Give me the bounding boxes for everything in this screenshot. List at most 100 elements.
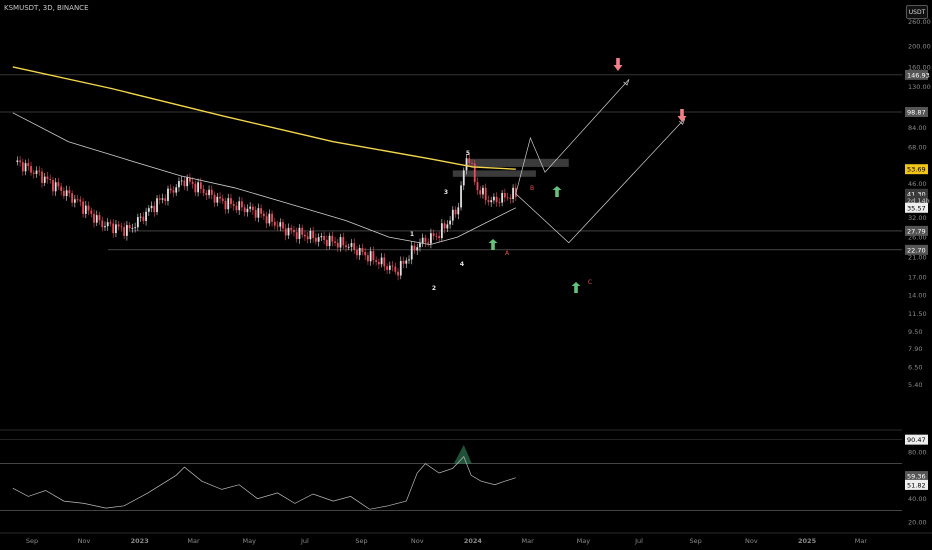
candle-body <box>79 199 82 202</box>
candle-body <box>46 176 49 179</box>
candle-body <box>128 225 131 229</box>
price-tick-label: 6.50 <box>908 364 922 372</box>
candle-body <box>287 227 290 236</box>
candle-body <box>317 237 320 242</box>
candle-body <box>388 265 391 270</box>
candle-body <box>345 245 347 248</box>
candle-body <box>476 182 479 191</box>
price-badge <box>905 164 928 175</box>
candle-body <box>186 177 189 187</box>
candle-body <box>153 205 156 213</box>
oscillator-tick-label: 20.00 <box>908 519 927 527</box>
up-arrow-icon-head <box>571 282 581 286</box>
candle-body <box>101 220 104 228</box>
candle-body <box>336 242 339 248</box>
candle-body <box>356 249 358 256</box>
candle-body <box>380 257 383 265</box>
candle-body <box>221 198 224 201</box>
candle-body <box>328 235 331 247</box>
candle-body <box>84 205 87 214</box>
resistance-zone <box>467 158 569 167</box>
candle-body <box>350 243 353 247</box>
candle-body <box>369 251 372 262</box>
candle-body <box>131 228 134 229</box>
price-badge-text: 98.87 <box>907 108 926 116</box>
candle-body <box>167 188 169 201</box>
candle-body <box>98 215 101 221</box>
candle-body <box>232 203 235 206</box>
candle-body <box>126 225 128 236</box>
oscillator-badge <box>905 434 928 445</box>
up-arrow-icon-head <box>552 186 562 190</box>
candle-body <box>147 208 150 212</box>
up-arrow-icon <box>571 282 581 293</box>
candle-body <box>271 213 273 222</box>
time-tick-label: May <box>577 537 591 545</box>
price-badge-text: 2d 14h <box>907 197 930 205</box>
candle-body <box>449 220 451 225</box>
time-tick-label: Sep <box>690 537 702 545</box>
candle-body <box>57 182 60 187</box>
candle-body <box>180 180 183 182</box>
candle-body <box>465 158 468 171</box>
price-badge <box>905 106 928 117</box>
candle-body <box>501 192 504 203</box>
overbought-fill <box>453 444 472 464</box>
candle-body <box>35 170 38 174</box>
candle-body <box>254 210 257 218</box>
candle-body <box>290 227 293 230</box>
candle-body <box>106 222 109 227</box>
candle-body <box>298 227 301 239</box>
price-badge <box>905 195 928 206</box>
oscillator-line <box>12 455 516 510</box>
price-tick-label: 7.90 <box>908 345 922 353</box>
candle-body <box>451 209 454 221</box>
price-tick-label: 9.50 <box>908 328 922 336</box>
candle-body <box>471 162 473 164</box>
candle-body <box>430 233 432 244</box>
wave-label: 1 <box>410 231 414 238</box>
wave-label: 4 <box>460 261 464 268</box>
candle-body <box>41 171 43 183</box>
oscillator-badge <box>905 471 928 482</box>
candle-body <box>314 237 317 242</box>
candle-body <box>364 252 367 256</box>
correction-label: A <box>505 250 510 257</box>
candle-body <box>156 198 158 213</box>
candle-body <box>440 223 443 239</box>
price-tick-label: 17.00 <box>908 273 927 281</box>
price-tick-label: 130.00 <box>908 83 931 91</box>
candle-body <box>117 224 120 227</box>
up-arrow-icon-head <box>488 239 498 243</box>
up-arrow-icon <box>488 239 498 250</box>
candle-body <box>454 209 457 215</box>
candle-body <box>257 208 260 218</box>
price-badge <box>905 69 928 80</box>
down-arrow-icon-head <box>677 116 687 122</box>
candle-body <box>142 216 145 221</box>
wave-label: 2 <box>432 285 436 292</box>
candle-body <box>178 181 180 188</box>
candle-body <box>325 239 328 247</box>
moving-average-fast-line <box>12 112 516 246</box>
price-tick-label: 11.50 <box>908 310 927 318</box>
symbol-label: KSMUSDT, 3D, BINANCE <box>4 4 89 12</box>
candle-body <box>421 237 424 244</box>
candle-body <box>87 205 90 211</box>
candle-body <box>120 226 123 228</box>
candle-body <box>123 227 126 236</box>
candle-body <box>82 201 84 214</box>
candle-body <box>213 194 216 203</box>
candle-body <box>347 246 350 248</box>
candle-body <box>238 201 241 211</box>
candle-body <box>16 160 19 162</box>
candle-body <box>21 162 24 172</box>
candle-body <box>309 230 312 240</box>
candle-body <box>487 200 490 203</box>
candle-body <box>19 160 21 163</box>
candle-body <box>54 182 57 192</box>
currency-selector[interactable]: USDT <box>906 5 928 19</box>
candle-body <box>208 189 210 196</box>
candle-body <box>251 206 254 211</box>
candle-body <box>413 245 416 251</box>
